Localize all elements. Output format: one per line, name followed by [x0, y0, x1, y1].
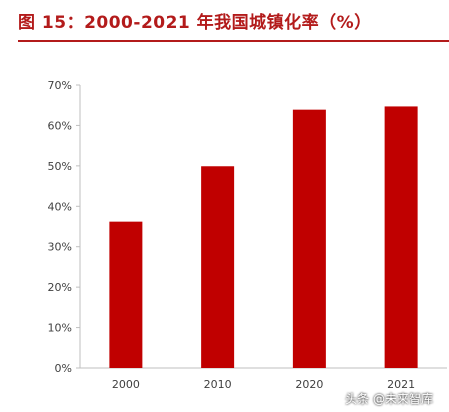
y-tick-label: 50%	[48, 160, 72, 173]
bar-2021	[384, 106, 418, 369]
y-tick-label: 70%	[48, 79, 72, 92]
x-label-group: 2000 2010 2020 2021	[112, 378, 415, 391]
title-underline	[18, 40, 449, 42]
x-tick-label: 2010	[204, 378, 232, 391]
chart-title: 图 15：2000-2021 年我国城镇化率（%）	[18, 13, 372, 33]
y-tick-group: 0% 10% 20% 30% 40% 50% 60% 70%	[48, 79, 80, 375]
y-tick-label: 40%	[48, 200, 72, 213]
x-tick-label: 2021	[387, 378, 415, 391]
x-tick-label: 2000	[112, 378, 140, 391]
watermark: 头条 @未来智库	[345, 392, 433, 406]
y-tick-label: 30%	[48, 241, 72, 254]
bar-2010	[201, 166, 235, 368]
y-tick-label: 10%	[48, 322, 72, 335]
y-tick-label: 60%	[48, 119, 72, 132]
bar-2020	[292, 109, 326, 368]
y-tick-label: 20%	[48, 281, 72, 294]
y-tick-label: 0%	[55, 362, 72, 375]
bar-2000	[109, 221, 143, 368]
x-tick-label: 2020	[295, 378, 323, 391]
bar-group	[109, 106, 418, 369]
